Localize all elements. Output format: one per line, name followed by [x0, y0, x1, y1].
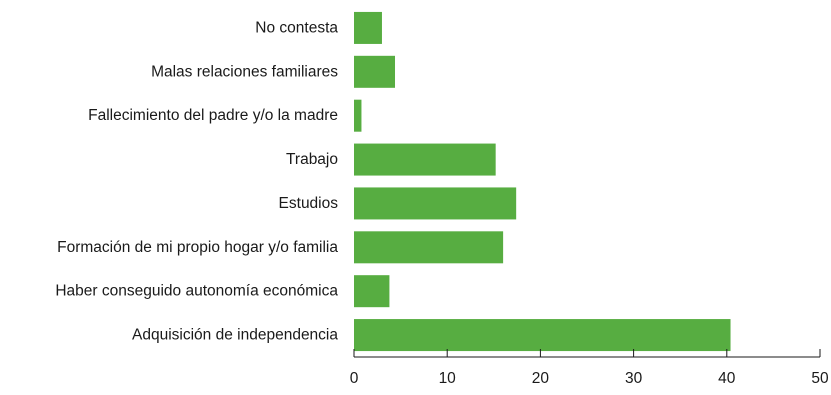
bar: [354, 231, 504, 264]
category-label: Estudios: [279, 195, 339, 212]
bars-group: [354, 11, 731, 352]
x-tick-label: 20: [532, 370, 550, 387]
category-label: Formación de mi propio hogar y/o familia: [57, 239, 338, 256]
bar: [354, 319, 731, 352]
x-tick-label: 30: [625, 370, 643, 387]
bar: [354, 143, 496, 176]
category-label: Adquisición de independencia: [132, 327, 338, 344]
x-tick-label: 40: [718, 370, 736, 387]
bar: [354, 275, 390, 308]
bar: [354, 11, 382, 44]
category-labels: No contesta Malas relaciones familiares Fa…: [55, 19, 338, 343]
category-label: No contesta: [255, 19, 338, 36]
category-label: Haber conseguido autonomía económica: [55, 283, 338, 300]
category-label: Trabajo: [286, 151, 338, 168]
bar: [354, 55, 396, 88]
x-tick-label: 10: [439, 370, 457, 387]
x-axis-ticks: 0 10 20 30 40 50: [350, 349, 829, 387]
bar: [354, 99, 362, 132]
category-label: Fallecimiento del padre y/o la madre: [88, 107, 338, 124]
x-tick-label: 50: [811, 370, 829, 387]
category-label: Malas relaciones familiares: [151, 63, 338, 80]
bar: [354, 187, 517, 220]
x-tick-label: 0: [350, 370, 359, 387]
